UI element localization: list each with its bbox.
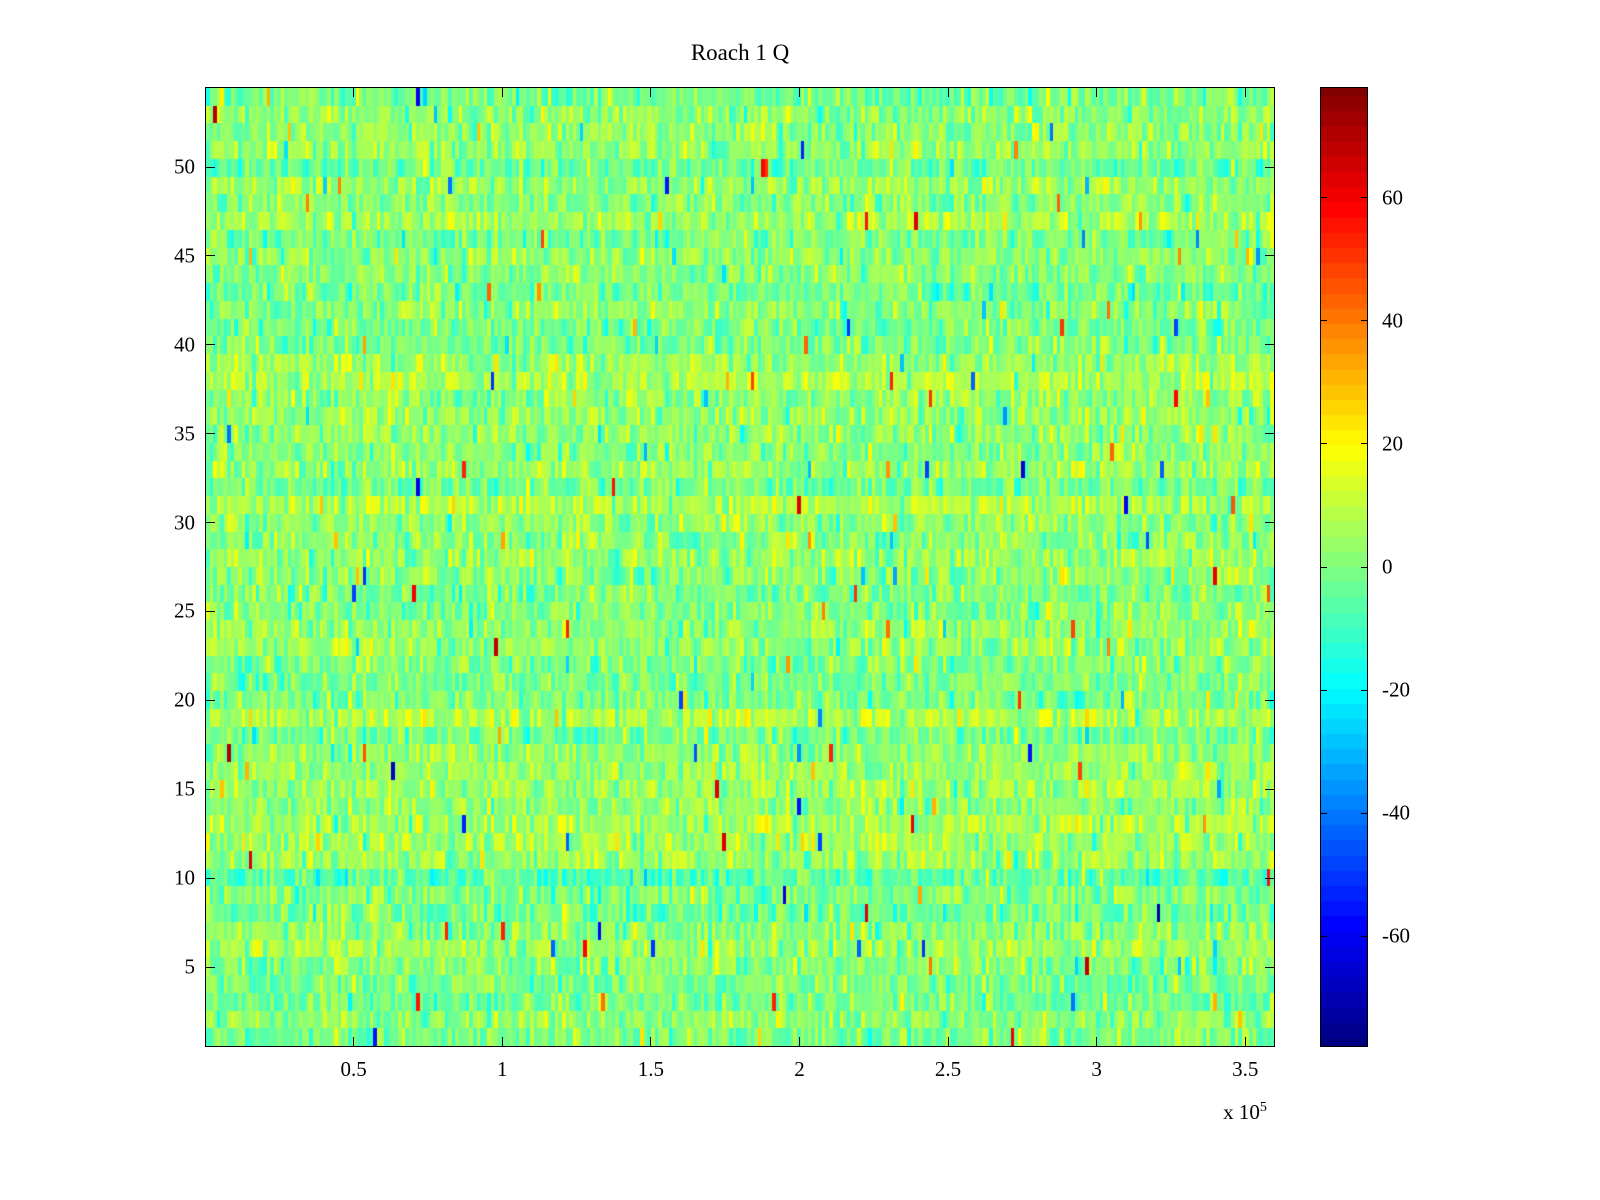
- x-tick-mark-top: [650, 88, 652, 97]
- x-axis-multiplier-base: x 10: [1223, 1100, 1260, 1124]
- colorbar-tick-mark-right: [1361, 566, 1367, 568]
- y-tick-mark-right: [1265, 522, 1274, 524]
- colorbar-tick-label: 20: [1382, 431, 1403, 456]
- y-tick-label: 25: [174, 598, 195, 623]
- colorbar-tick-label: -40: [1382, 800, 1410, 825]
- x-tick-mark: [1096, 1037, 1098, 1046]
- colorbar-tick-mark: [1321, 689, 1327, 691]
- colorbar: [1320, 87, 1368, 1047]
- y-tick-mark: [206, 788, 215, 790]
- x-tick-mark: [501, 1037, 503, 1046]
- y-tick-label: 35: [174, 421, 195, 446]
- y-tick-mark: [206, 699, 215, 701]
- y-tick-mark-right: [1265, 699, 1274, 701]
- x-tick-mark: [947, 1037, 949, 1046]
- y-tick-label: 40: [174, 332, 195, 357]
- colorbar-canvas: [1321, 88, 1367, 1046]
- y-tick-mark-right: [1265, 166, 1274, 168]
- x-tick-mark: [353, 1037, 355, 1046]
- x-tick-label: 2.5: [934, 1057, 962, 1081]
- y-tick-mark: [206, 877, 215, 879]
- y-tick-label: 10: [174, 865, 195, 890]
- colorbar-tick-label: 40: [1382, 308, 1403, 333]
- y-tick-mark-right: [1265, 610, 1274, 612]
- x-tick-mark-top: [947, 88, 949, 97]
- colorbar-tick-mark: [1321, 197, 1327, 199]
- x-tick-mark: [1244, 1037, 1246, 1046]
- colorbar-tick-mark-right: [1361, 812, 1367, 814]
- x-axis-multiplier: x 105: [1223, 1100, 1267, 1125]
- heatmap-plot-area: [205, 87, 1275, 1047]
- y-tick-mark: [206, 522, 215, 524]
- colorbar-tick-mark: [1321, 443, 1327, 445]
- x-tick-mark: [798, 1037, 800, 1046]
- colorbar-tick-mark: [1321, 935, 1327, 937]
- x-tick-mark-top: [798, 88, 800, 97]
- y-tick-mark: [206, 255, 215, 257]
- y-tick-mark-right: [1265, 877, 1274, 879]
- y-tick-label: 15: [174, 776, 195, 801]
- x-tick-mark: [650, 1037, 652, 1046]
- x-tick-label: 1.5: [637, 1057, 664, 1081]
- y-tick-label: 5: [184, 954, 196, 979]
- heatmap-canvas: [206, 88, 1274, 1046]
- colorbar-tick-mark-right: [1361, 320, 1367, 322]
- colorbar-tick-mark-right: [1361, 689, 1367, 691]
- colorbar-tick-mark-right: [1361, 443, 1367, 445]
- x-axis-multiplier-exponent: 5: [1259, 1100, 1267, 1115]
- x-tick-label: 3: [1091, 1057, 1102, 1081]
- x-tick-mark-top: [501, 88, 503, 97]
- x-tick-label: 1: [496, 1057, 508, 1081]
- x-tick-mark-top: [1244, 88, 1246, 97]
- y-tick-mark-right: [1265, 433, 1274, 435]
- y-tick-mark: [206, 166, 215, 168]
- x-tick-mark-top: [353, 88, 355, 97]
- x-tick-label: 3.5: [1232, 1057, 1259, 1081]
- chart-title: Roach 1 Q: [690, 40, 790, 65]
- y-tick-label: 20: [174, 687, 195, 712]
- y-tick-mark: [206, 344, 215, 346]
- colorbar-tick-label: -60: [1382, 923, 1410, 948]
- x-tick-label: 2: [794, 1057, 805, 1081]
- y-tick-mark-right: [1265, 966, 1274, 968]
- colorbar-tick-mark-right: [1361, 197, 1367, 199]
- y-tick-label: 45: [174, 243, 195, 268]
- y-tick-mark-right: [1265, 344, 1274, 346]
- y-tick-label: 30: [174, 510, 195, 535]
- y-tick-mark: [206, 610, 215, 612]
- x-tick-label: 0.5: [340, 1057, 367, 1081]
- x-tick-mark-top: [1096, 88, 1098, 97]
- colorbar-tick-label: 0: [1382, 554, 1393, 579]
- y-tick-mark-right: [1265, 788, 1274, 790]
- colorbar-tick-mark: [1321, 320, 1327, 322]
- colorbar-tick-label: -20: [1382, 677, 1410, 702]
- colorbar-tick-mark-right: [1361, 935, 1367, 937]
- y-tick-mark: [206, 966, 215, 968]
- colorbar-tick-mark: [1321, 812, 1327, 814]
- colorbar-tick-label: 60: [1382, 185, 1403, 210]
- colorbar-tick-mark: [1321, 566, 1327, 568]
- y-tick-mark-right: [1265, 255, 1274, 257]
- y-tick-label: 50: [174, 154, 195, 179]
- y-tick-mark: [206, 433, 215, 435]
